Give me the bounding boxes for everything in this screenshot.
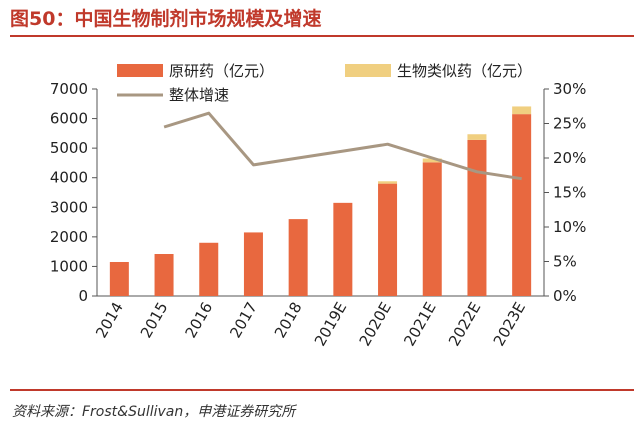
source-note: 资料来源：Frost&Sullivan，申港证券研究所 bbox=[12, 404, 296, 420]
left-tick-label: 5000 bbox=[50, 139, 88, 157]
bar-original-drug bbox=[378, 183, 398, 296]
x-tick-label: 2014 bbox=[92, 299, 127, 341]
bar-original-drug bbox=[154, 254, 174, 296]
x-tick-label: 2019E bbox=[311, 299, 350, 349]
x-tick-label: 2016 bbox=[182, 299, 217, 341]
x-tick-label: 2021E bbox=[400, 299, 439, 349]
bar-original-drug bbox=[199, 242, 219, 296]
axes: 0 1000 2000 3000 4000 5000 6000 7000 0% 5% 10% 15% 2… bbox=[50, 80, 587, 349]
legend: 原研药（亿元） 生物类似药（亿元） 整体增速 bbox=[117, 62, 532, 104]
x-tick-label: 2023E bbox=[490, 299, 529, 349]
right-tick-label: 20% bbox=[553, 149, 586, 167]
title-rule bbox=[10, 35, 634, 37]
bar-biosimilar bbox=[378, 181, 398, 184]
growth-line-group bbox=[163, 111, 522, 181]
x-tick-label: 2017 bbox=[226, 299, 261, 341]
bar-original-drug bbox=[109, 261, 129, 296]
left-tick-label: 7000 bbox=[50, 80, 88, 98]
left-tick-label: 1000 bbox=[50, 257, 88, 275]
bar-biosimilar bbox=[512, 106, 532, 115]
left-tick-label: 3000 bbox=[50, 198, 88, 216]
right-tick-label: 25% bbox=[553, 115, 586, 133]
left-tick-label: 2000 bbox=[50, 228, 88, 246]
figure-title: 图50：中国生物制剂市场规模及增速 bbox=[10, 8, 322, 30]
bar-biosimilar bbox=[467, 134, 487, 140]
right-tick-label: 10% bbox=[553, 218, 586, 236]
source-rule bbox=[10, 389, 634, 391]
bar-original-drug bbox=[333, 202, 353, 296]
right-tick-label: 30% bbox=[553, 80, 586, 98]
legend-label-growth: 整体增速 bbox=[169, 86, 229, 104]
legend-swatch-biosimilar bbox=[345, 64, 391, 77]
legend-swatch-original bbox=[117, 64, 163, 77]
bar-original-drug bbox=[288, 219, 308, 296]
x-tick-label: 2022E bbox=[445, 299, 484, 349]
legend-label-original: 原研药（亿元） bbox=[169, 62, 274, 80]
bar-original-drug bbox=[243, 232, 263, 296]
bar-original-drug bbox=[422, 162, 442, 296]
x-tick-label: 2018 bbox=[271, 299, 306, 341]
left-tick-label: 4000 bbox=[50, 169, 88, 187]
bars bbox=[109, 106, 532, 296]
bar-original-drug bbox=[512, 114, 532, 296]
legend-label-biosimilar: 生物类似药（亿元） bbox=[397, 62, 532, 80]
left-tick-label: 0 bbox=[78, 287, 88, 305]
x-tick-label: 2015 bbox=[137, 299, 172, 341]
right-tick-label: 5% bbox=[553, 253, 577, 271]
right-tick-label: 0% bbox=[553, 287, 577, 305]
growth-line bbox=[163, 111, 522, 181]
right-tick-label: 15% bbox=[553, 184, 586, 202]
bar-biosimilar bbox=[422, 158, 442, 163]
left-tick-label: 6000 bbox=[50, 110, 88, 128]
bar-original-drug bbox=[467, 139, 487, 296]
x-tick-label: 2020E bbox=[356, 299, 395, 349]
